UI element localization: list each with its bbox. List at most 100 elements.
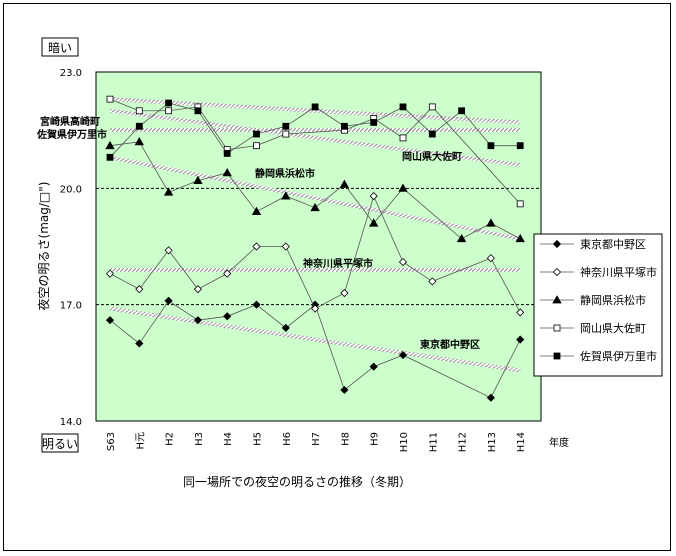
data-point [135,122,143,130]
data-point [311,103,319,111]
data-point [193,285,202,294]
trend-label-osa: 岡山県大佐町 [402,150,462,163]
data-point [398,351,408,360]
series-0 [105,296,525,402]
data-point [281,323,290,332]
trend-label-hamamatsu: 静岡県浜松市 [255,167,315,180]
data-point [428,130,436,138]
data-point [281,191,291,200]
data-point [399,103,407,111]
data-point [369,218,379,227]
trend-label-imari: 佐賀県伊万里市 [36,128,107,141]
trendline [109,108,521,168]
data-point [516,142,524,150]
series-4 [106,99,524,161]
data-point [193,316,202,325]
data-point [223,312,232,321]
data-point [223,269,232,278]
data-point [516,335,525,344]
data-point [106,153,114,161]
data-point [339,179,350,188]
y-tick-label: 14.0 [60,417,82,428]
legend-marker [553,324,561,332]
data-point [515,233,525,243]
data-point [164,246,173,255]
data-point [282,122,290,130]
legend-marker [552,267,562,277]
x-tick-label: H11 [428,432,439,452]
data-point [340,288,349,298]
y-axis-title: 夜空の明るさ(mag/□") [36,182,51,311]
data-point [486,254,495,263]
trend-label-takasaki: 宮崎県高崎町 [40,115,100,128]
series-line [109,141,521,240]
data-point [135,285,144,294]
data-point [458,107,466,115]
data-point [135,107,143,115]
data-point [516,308,525,317]
data-point [135,339,144,348]
data-point [105,316,115,325]
data-point [165,99,173,107]
data-point [251,206,262,216]
y-tick-label: 23.0 [60,68,82,79]
y-tick-label: 17.0 [60,301,82,312]
x-tick-label: H14 [516,432,527,452]
data-point [223,150,231,157]
data-point [310,202,320,212]
data-point [428,103,436,111]
series-3 [106,95,524,208]
data-point [369,192,378,201]
data-point [487,142,495,150]
data-point [165,107,173,115]
series-line [109,194,521,313]
x-tick-label: H5 [253,432,264,446]
data-point [253,142,260,150]
plot-area [95,71,542,422]
trendline [109,306,521,373]
x-axis-unit: 年度 [549,436,569,449]
trendline [109,97,521,125]
dark-label-box [41,37,79,57]
data-point [340,122,348,130]
data-point [399,134,407,142]
data-point [428,277,437,286]
data-point [340,385,349,395]
x-tick-label: H12 [458,432,469,452]
data-point [163,187,174,196]
data-series [105,95,525,402]
dark-label: 暗い [48,40,72,55]
data-point [106,95,114,103]
data-point [516,200,524,208]
legend [533,233,663,377]
data-point [398,183,408,192]
x-tick-label: H6 [282,432,293,446]
x-tick-label: H3 [194,432,205,446]
trendline-labels: 宮崎県高崎町 佐賀県伊万里市 岡山県大佐町 静岡県浜松市 神奈川県平塚市 東京都… [36,115,480,351]
data-point [253,130,260,138]
legend-label: 東京都中野区 [580,237,646,251]
x-tick-label: H8 [340,432,351,446]
trendline [110,267,521,272]
data-point [369,362,378,371]
x-tick-label: H10 [399,432,410,452]
legend-label: 静岡県浜松市 [580,293,646,307]
data-point [456,233,467,243]
data-point [311,304,320,313]
data-point [164,296,173,305]
y-tick-label: 20.0 [60,184,82,195]
data-point [282,130,290,138]
trend-label-nakano: 東京都中野区 [420,338,480,351]
x-tick-label: S63 [106,432,117,451]
data-point [134,136,144,146]
data-point [194,107,202,115]
legend-marker [553,352,561,360]
series-1 [105,192,525,317]
trend-label-hiratsuka: 神奈川県平塚市 [303,257,373,270]
legend-label: 佐賀県伊万里市 [580,349,657,363]
data-point [486,393,495,402]
x-tick-label: H元 [135,432,146,450]
legend-label: 神奈川県平塚市 [580,265,657,279]
